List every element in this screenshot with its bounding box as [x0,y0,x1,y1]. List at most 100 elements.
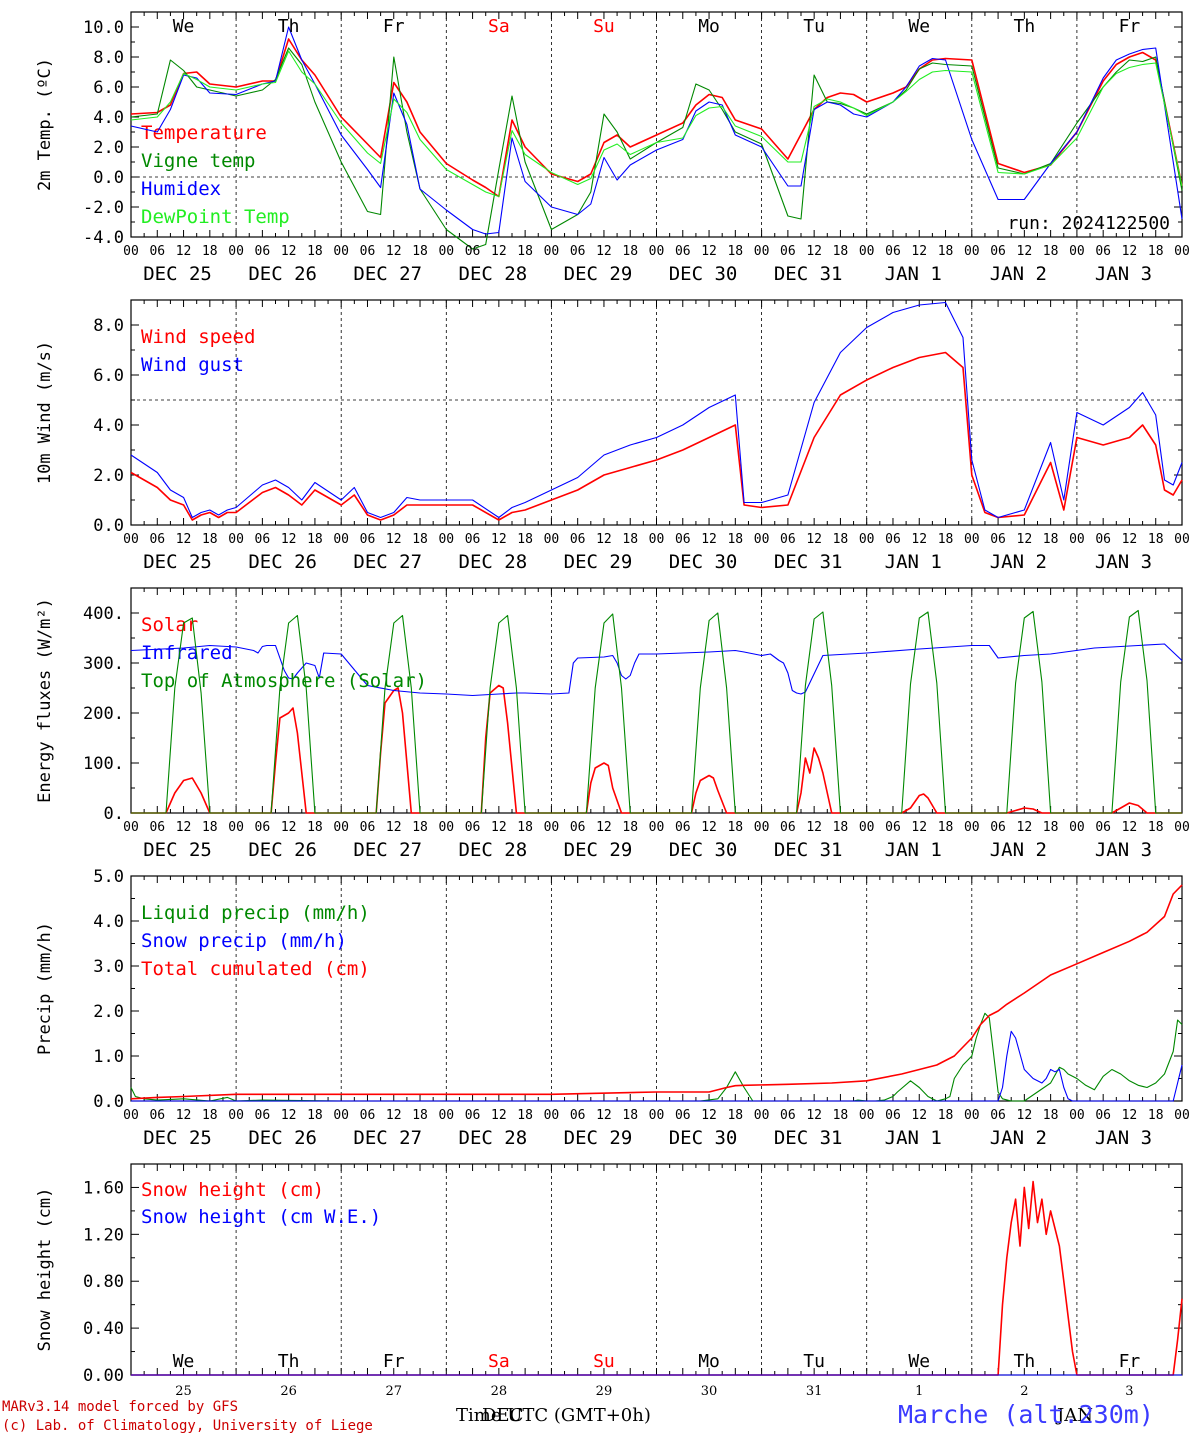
weekday-label-bottom: Th [278,1351,300,1372]
x-hour-label: 00 [649,532,665,547]
x-hour-label: 00 [754,820,770,835]
y-tick-label: 2.0 [93,466,124,486]
legend-entry: Vigne temp [141,150,255,172]
series-line-2 [130,47,1183,250]
x-hour-label: 00 [228,1108,244,1123]
x-hour-label: 18 [202,532,218,547]
x-date-label: JAN 3 [1095,263,1152,285]
x-day-number: 26 [280,1384,297,1398]
x-hour-label: 00 [859,244,875,259]
x-hour-label: 06 [570,244,586,259]
series-line-3 [130,26,1183,235]
x-hour-label: 06 [885,244,901,259]
weekday-label-bottom: Su [593,1351,615,1372]
x-hour-label: 00 [649,244,665,259]
x-hour-label: 00 [228,820,244,835]
legend-entry: Solar [141,614,198,636]
x-date-label: JAN 1 [885,263,942,285]
x-hour-label: 00 [544,820,560,835]
x-hour-label: 00 [333,532,349,547]
x-date-label: DEC 31 [774,263,843,285]
x-hour-label: 06 [990,820,1006,835]
x-date-label: JAN 1 [885,1127,942,1149]
x-hour-label: 12 [806,820,822,835]
plot-frame [130,11,1183,238]
plot-frame [130,299,1183,526]
x-hour-label: 12 [911,532,927,547]
x-hour-label: 12 [911,1108,927,1123]
x-date-label: JAN 1 [885,839,942,861]
x-hour-label: 00 [438,820,454,835]
weekday-label-bottom: Tu [803,1351,825,1372]
y-tick-label: -2.0 [83,198,124,218]
x-hour-label: 12 [806,532,822,547]
meteogram-chart: -4.0-2.00.02.04.06.08.010.02m Temp. (ºC)… [35,11,1190,1398]
x-hour-label: 00 [333,1108,349,1123]
weekday-label-bottom: Th [1014,1351,1036,1372]
x-hour-label: 06 [570,820,586,835]
x-hour-label: 06 [360,244,376,259]
x-hour-label: 12 [596,244,612,259]
x-hour-label: 12 [701,244,717,259]
x-hour-label: 12 [596,820,612,835]
x-hour-label: 00 [859,820,875,835]
x-hour-label: 06 [1095,1108,1111,1123]
x-hour-label: 18 [727,1108,743,1123]
weekday-label: Th [1014,16,1036,37]
x-hour-label: 00 [964,532,980,547]
model-credits: MARv3.14 model forced by GFS (c) Lab. of… [2,1398,373,1436]
x-date-label: JAN 2 [990,839,1047,861]
x-hour-label: 06 [675,244,691,259]
x-hour-label: 18 [938,532,954,547]
weekday-label: Tu [803,16,825,37]
y-axis-label: Snow height (cm) [35,1188,55,1352]
x-hour-label: 06 [255,820,271,835]
x-hour-label: 06 [360,820,376,835]
x-date-label: JAN 2 [990,551,1047,573]
x-hour-label: 12 [1017,532,1033,547]
x-hour-label: 12 [596,532,612,547]
y-tick-label: 0. [104,804,124,824]
x-hour-label: 12 [386,820,402,835]
x-hour-label: 00 [1069,244,1085,259]
x-axis-title-month-jan: JAN [1057,1405,1093,1426]
x-day-number: 29 [596,1384,613,1398]
x-hour-label: 18 [622,532,638,547]
x-hour-label: 18 [1148,244,1164,259]
x-hour-label: 18 [833,244,849,259]
y-axis-label: 2m Temp. (ºC) [35,58,55,191]
y-tick-label: 0.00 [83,1366,124,1386]
x-hour-label: 00 [438,244,454,259]
series-line-1 [130,351,1183,521]
x-day-number: 3 [1125,1384,1133,1398]
x-hour-label: 00 [649,820,665,835]
x-hour-label: 18 [1043,1108,1059,1123]
x-date-label: DEC 27 [353,263,422,285]
x-hour-label: 12 [1122,1108,1138,1123]
y-tick-label: 5.0 [93,867,124,887]
x-hour-label: 00 [228,532,244,547]
y-tick-label: 1.20 [83,1225,124,1245]
panel-3: 0. 100. 200. 300. 400. Energy fluxes (W/m²) So… [35,587,1190,861]
x-hour-label: 00 [228,244,244,259]
x-date-label: JAN 3 [1095,1127,1152,1149]
x-day-number: 25 [175,1384,192,1398]
x-hour-label: 06 [1095,820,1111,835]
x-hour-label: 18 [833,1108,849,1123]
x-date-label: DEC 30 [669,263,738,285]
series-line-2 [131,1030,1183,1102]
x-hour-label: 12 [596,1108,612,1123]
x-hour-label: 18 [1043,820,1059,835]
x-hour-label: 00 [438,532,454,547]
x-date-label: DEC 27 [353,551,422,573]
x-hour-label: 06 [149,1108,165,1123]
x-date-label: DEC 29 [564,263,633,285]
y-tick-label: -4.0 [83,228,124,248]
x-hour-label: 00 [964,820,980,835]
x-hour-label: 06 [675,532,691,547]
x-hour-label: 12 [1017,1108,1033,1123]
x-date-label: DEC 27 [353,839,422,861]
x-hour-label: 06 [149,532,165,547]
x-date-label: DEC 25 [143,839,212,861]
x-hour-label: 06 [675,1108,691,1123]
